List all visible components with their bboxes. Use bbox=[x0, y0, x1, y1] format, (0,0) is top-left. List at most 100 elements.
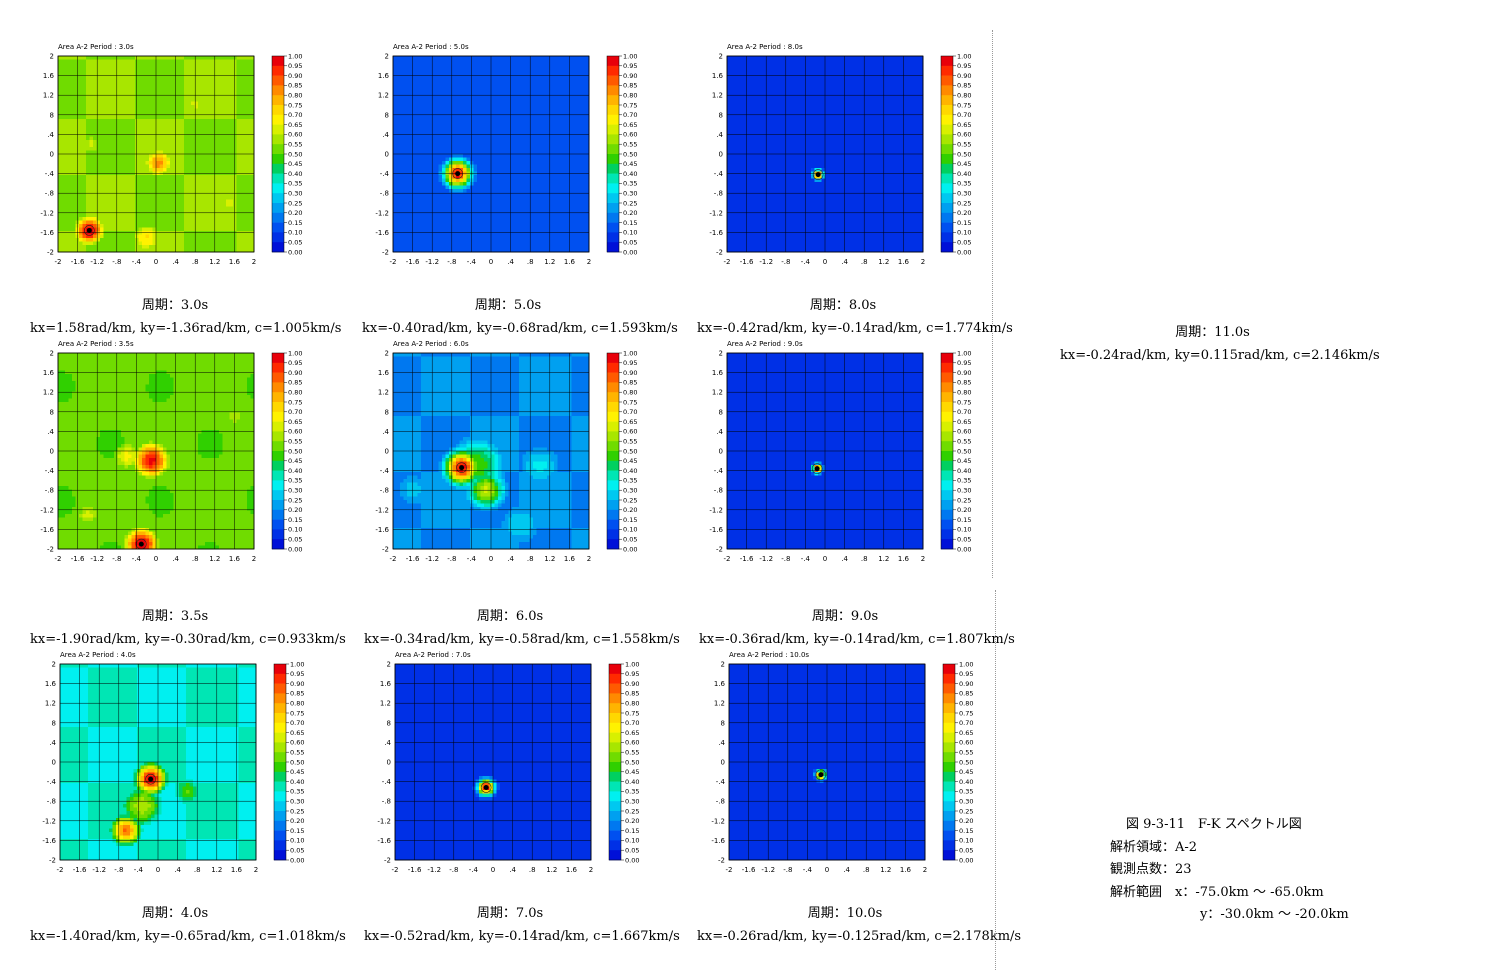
heatmap-cell bbox=[417, 192, 422, 197]
heatmap-cell bbox=[79, 189, 83, 193]
heatmap-cell bbox=[417, 175, 422, 179]
heatmap-cell bbox=[135, 94, 139, 99]
heatmap-cell bbox=[93, 80, 97, 85]
heatmap-cell bbox=[149, 98, 153, 102]
heatmap-cell bbox=[110, 94, 115, 99]
heatmap-cell bbox=[177, 241, 181, 246]
heatmap-cell bbox=[191, 119, 195, 123]
heatmap-cell bbox=[121, 196, 125, 200]
heatmap-cell bbox=[445, 112, 450, 116]
heatmap-cell bbox=[452, 206, 457, 211]
heatmap-cell bbox=[163, 161, 167, 165]
heatmap-cell bbox=[494, 129, 499, 134]
heatmap-cell bbox=[212, 133, 216, 137]
heatmap-cell bbox=[166, 94, 171, 99]
colorbar-swatch bbox=[272, 173, 284, 184]
heatmap-cell bbox=[463, 80, 467, 85]
heatmap-cell bbox=[114, 203, 118, 207]
heatmap-cell bbox=[498, 126, 502, 130]
heatmap-cell bbox=[219, 157, 223, 162]
heatmap-cell bbox=[250, 133, 255, 137]
heatmap-cell bbox=[124, 77, 129, 81]
heatmap-cell bbox=[452, 59, 457, 64]
heatmap-cell bbox=[72, 241, 76, 246]
heatmap-cell bbox=[236, 94, 241, 99]
heatmap-cell bbox=[201, 203, 206, 207]
heatmap-cell bbox=[403, 164, 408, 169]
heatmap-cell bbox=[243, 56, 248, 60]
heatmap-cell bbox=[208, 220, 213, 225]
heatmap-cell bbox=[212, 105, 216, 109]
heatmap-cell bbox=[121, 143, 125, 148]
heatmap-cell bbox=[138, 112, 143, 116]
heatmap-cell bbox=[215, 210, 220, 214]
heatmap-cell bbox=[117, 238, 122, 242]
heatmap-cell bbox=[396, 91, 401, 95]
heatmap-cell bbox=[79, 126, 83, 130]
heatmap-cell bbox=[445, 105, 450, 109]
heatmap-cell bbox=[431, 157, 436, 162]
heatmap-cell bbox=[484, 157, 488, 162]
heatmap-cell bbox=[72, 126, 76, 130]
heatmap-cell bbox=[58, 185, 62, 190]
heatmap-cell bbox=[159, 105, 164, 109]
heatmap-cell bbox=[93, 101, 97, 106]
heatmap-cell bbox=[236, 154, 241, 158]
heatmap-cell bbox=[445, 248, 450, 253]
heatmap-cell bbox=[250, 161, 255, 165]
heatmap-cell bbox=[403, 133, 408, 137]
heatmap-cell bbox=[477, 213, 481, 218]
heatmap-cell bbox=[163, 63, 167, 67]
heatmap-cell bbox=[142, 87, 146, 92]
heatmap-cell bbox=[121, 213, 125, 218]
heatmap-cell bbox=[124, 80, 129, 85]
heatmap-cell bbox=[142, 91, 146, 95]
heatmap-cell bbox=[96, 122, 101, 127]
heatmap-cell bbox=[396, 80, 401, 85]
heatmap-cell bbox=[103, 136, 108, 141]
heatmap-cell bbox=[473, 196, 478, 200]
heatmap-cell bbox=[480, 87, 485, 92]
heatmap-cell bbox=[438, 175, 443, 179]
heatmap-cell bbox=[445, 217, 450, 221]
heatmap-cell bbox=[240, 238, 244, 242]
heatmap-cell bbox=[212, 248, 216, 253]
heatmap-cell bbox=[163, 213, 167, 218]
heatmap-cell bbox=[121, 108, 125, 113]
heatmap-cell bbox=[407, 185, 411, 190]
heatmap-cell bbox=[403, 175, 408, 179]
heatmap-cell bbox=[498, 248, 502, 253]
heatmap-cell bbox=[128, 133, 132, 137]
heatmap-cell bbox=[463, 140, 467, 144]
heatmap-cell bbox=[131, 56, 136, 60]
heatmap-cell bbox=[208, 84, 213, 88]
heatmap-cell bbox=[226, 94, 230, 99]
heatmap-cell bbox=[187, 87, 192, 92]
heatmap-cell bbox=[149, 185, 153, 190]
heatmap-cell bbox=[79, 157, 83, 162]
heatmap-cell bbox=[96, 217, 101, 221]
heatmap-cell bbox=[149, 210, 153, 214]
heatmap-cell bbox=[456, 115, 460, 120]
heatmap-cell bbox=[466, 161, 471, 165]
heatmap-cell bbox=[198, 199, 202, 204]
heatmap-cell bbox=[152, 189, 157, 193]
heatmap-cell bbox=[180, 108, 185, 113]
heatmap-cell bbox=[124, 59, 129, 64]
heatmap-cell bbox=[61, 189, 66, 193]
heatmap-cell bbox=[135, 234, 139, 239]
heatmap-cell bbox=[473, 101, 478, 106]
heatmap-cell bbox=[219, 80, 223, 85]
heatmap-cell bbox=[110, 182, 115, 186]
heatmap-cell bbox=[215, 175, 220, 179]
heatmap-cell bbox=[117, 185, 122, 190]
heatmap-cell bbox=[201, 206, 206, 211]
heatmap-cell bbox=[452, 108, 457, 113]
heatmap-cell bbox=[233, 126, 237, 130]
heatmap-cell bbox=[89, 56, 94, 60]
heatmap-cell bbox=[61, 248, 66, 253]
heatmap-cell bbox=[498, 217, 502, 221]
heatmap-cell bbox=[124, 112, 129, 116]
heatmap-cell bbox=[194, 224, 199, 228]
heatmap-cell bbox=[117, 203, 122, 207]
